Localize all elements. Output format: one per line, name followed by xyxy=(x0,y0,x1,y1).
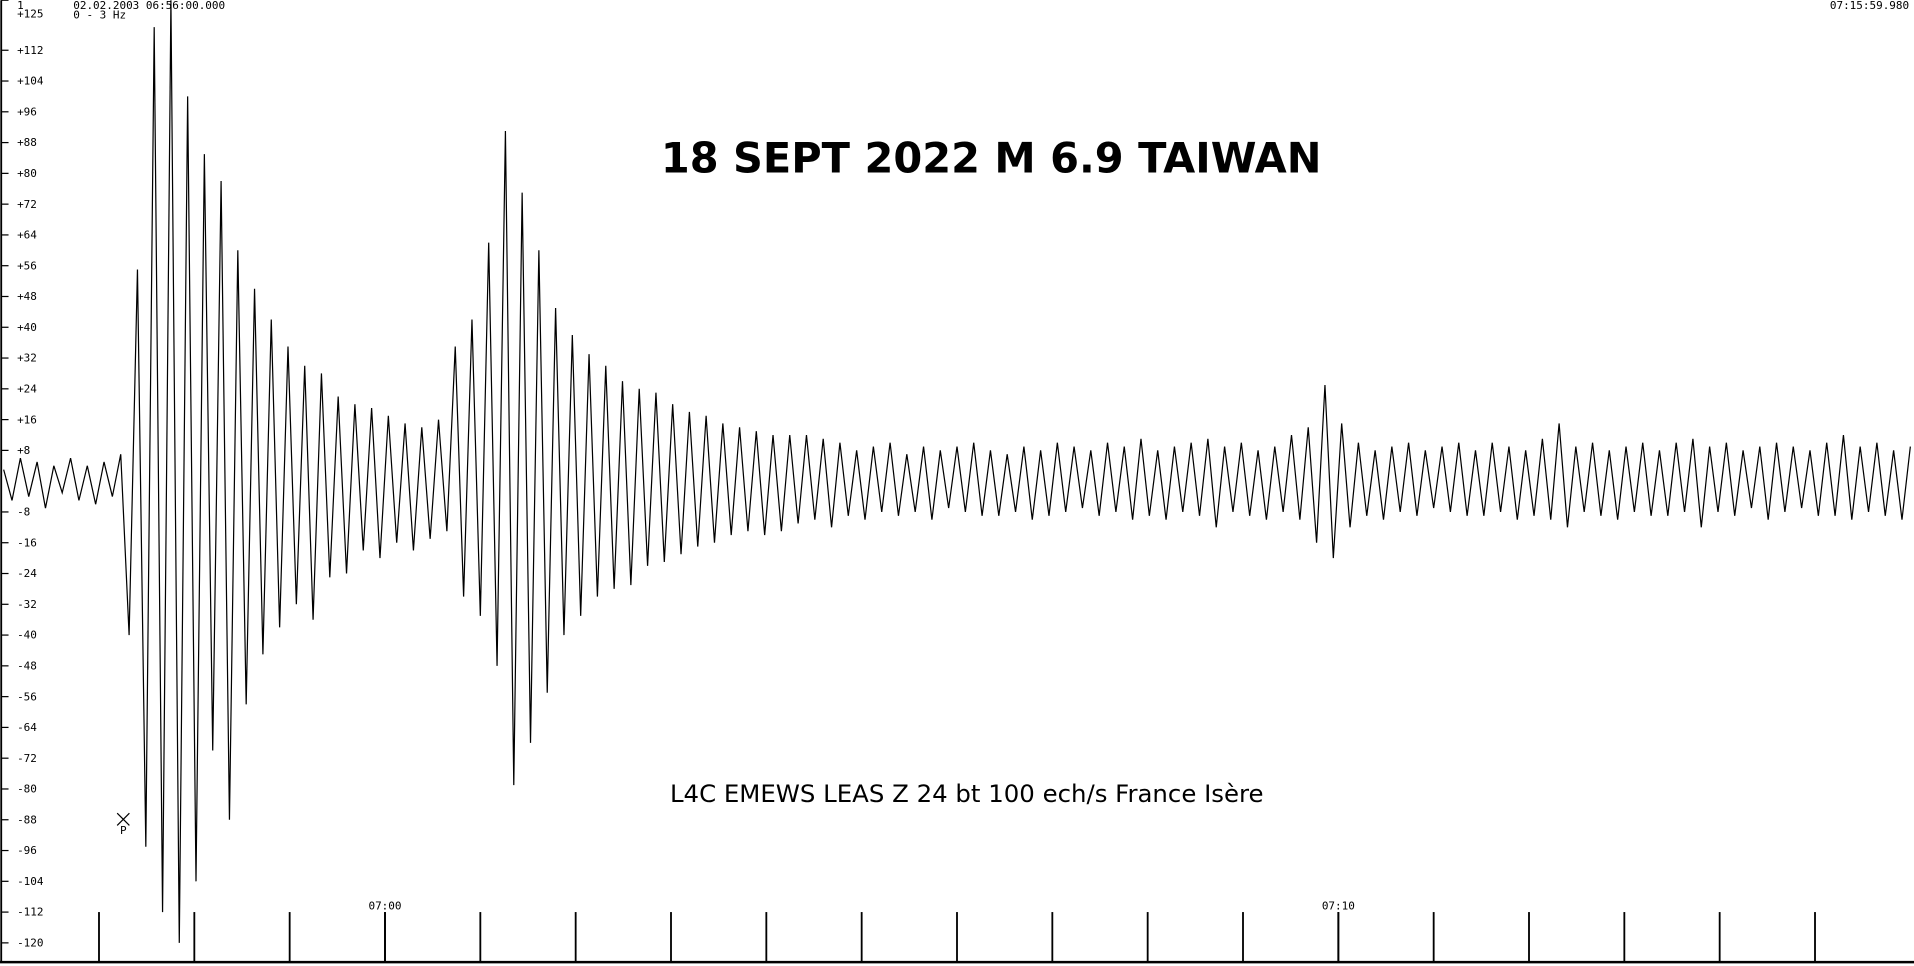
chart-title: 18 SEPT 2022 M 6.9 TAIWAN xyxy=(661,133,1322,182)
y-tick-label: +64 xyxy=(17,229,37,242)
waveform xyxy=(3,0,1911,943)
y-tick-label: -32 xyxy=(17,598,37,611)
y-tick-label: -112 xyxy=(17,906,43,919)
y-tick-label: +8 xyxy=(17,444,30,457)
y-tick-label: -96 xyxy=(17,844,37,857)
y-tick-label: +48 xyxy=(17,290,37,303)
y-tick-label: -72 xyxy=(17,752,37,765)
y-tick-label: -120 xyxy=(17,937,43,950)
y-tick-label: +24 xyxy=(17,382,37,395)
y-tick-label: -64 xyxy=(17,721,37,734)
y-tick-label: +56 xyxy=(17,259,37,272)
y-tick-label: -80 xyxy=(17,783,37,796)
y-tick-label: -24 xyxy=(17,567,37,580)
y-tick-label: -88 xyxy=(17,813,37,826)
y-tick-label: +80 xyxy=(17,167,37,180)
y-tick-label: -56 xyxy=(17,690,37,703)
y-tick-label: +72 xyxy=(17,198,37,211)
y-tick-label: -48 xyxy=(17,660,37,673)
y-tick-label: +96 xyxy=(17,105,37,118)
channel: 1 xyxy=(17,0,24,12)
y-tick-label: -8 xyxy=(17,506,30,519)
y-tick-label: +104 xyxy=(17,75,44,88)
chart-subtitle: L4C EMEWS LEAS Z 24 bt 100 ech/s France … xyxy=(670,779,1264,808)
y-tick-label: +88 xyxy=(17,136,37,149)
end-time: 07:15:59.980 xyxy=(1830,0,1909,12)
pick-marker xyxy=(116,812,130,826)
x-tick-label: 07:10 xyxy=(1322,900,1355,913)
y-tick-label: +16 xyxy=(17,413,37,426)
filter: 0 - 3 Hz xyxy=(73,9,126,22)
y-tick-label: +40 xyxy=(17,321,37,334)
y-tick-label: -40 xyxy=(17,629,37,642)
annotation: P xyxy=(120,824,127,837)
y-tick-label: +32 xyxy=(17,352,37,365)
y-tick-label: -104 xyxy=(17,875,44,888)
y-tick-label: +112 xyxy=(17,44,43,57)
start-time: 02.02.2003 06:56:00.000 xyxy=(73,0,225,12)
y-tick-label: -16 xyxy=(17,536,37,549)
x-tick-label: 07:00 xyxy=(368,900,401,913)
y-tick-label: +125 xyxy=(17,7,43,20)
